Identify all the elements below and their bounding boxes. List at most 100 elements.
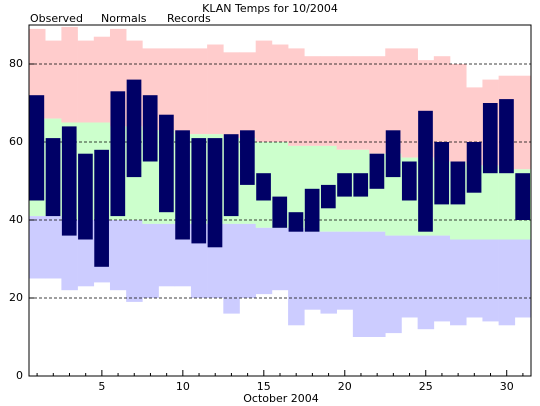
observed-bar — [434, 142, 450, 205]
observed-bar — [45, 138, 61, 217]
observed-bar — [401, 161, 417, 201]
record-low-band — [239, 223, 257, 298]
observed-bar — [175, 130, 190, 240]
x-tick-label: 30 — [500, 380, 514, 393]
record-high-band — [239, 52, 257, 139]
record-high-band — [190, 48, 208, 135]
observed-bar — [61, 126, 77, 236]
record-high-band — [450, 64, 467, 162]
x-tick-label: 25 — [419, 380, 433, 393]
record-low-band — [385, 235, 402, 334]
observed-bar — [499, 99, 514, 174]
record-high-band — [271, 44, 289, 142]
observed-bar — [482, 103, 498, 174]
record-low-band — [514, 239, 532, 318]
record-high-band — [288, 48, 305, 146]
record-low-band — [288, 227, 305, 326]
legend-label: Observed — [30, 12, 83, 25]
normal-band — [288, 145, 305, 228]
observed-bar — [320, 184, 336, 209]
record-low-band — [109, 220, 127, 291]
record-high-band — [207, 44, 224, 135]
record-low-band — [29, 216, 46, 279]
normal-band — [482, 165, 499, 240]
observed-bar — [466, 142, 482, 193]
record-low-band — [336, 231, 354, 310]
y-tick-label: 40 — [9, 213, 23, 226]
record-low-band — [450, 239, 467, 326]
record-high-band — [385, 48, 402, 154]
observed-bar — [223, 134, 239, 217]
legend-label: Normals — [101, 12, 147, 25]
record-high-band — [320, 56, 337, 146]
record-low-band — [61, 220, 78, 291]
observed-bar — [94, 149, 109, 267]
record-low-band — [401, 235, 418, 318]
y-tick-label: 20 — [9, 291, 23, 304]
observed-bar — [515, 173, 530, 220]
observed-bar — [337, 173, 352, 197]
observed-bar — [385, 130, 401, 178]
record-high-band — [174, 48, 192, 135]
x-tick-label: 5 — [98, 380, 105, 393]
observed-bar — [207, 138, 223, 248]
record-low-band — [45, 216, 62, 279]
record-high-band — [45, 40, 62, 119]
observed-bar — [353, 173, 369, 197]
record-low-band — [482, 239, 499, 322]
record-low-band — [466, 239, 483, 318]
legend-label: Records — [167, 12, 211, 25]
observed-bar — [256, 173, 271, 201]
record-high-band — [93, 36, 111, 123]
observed-bar — [29, 95, 45, 201]
record-low-band — [352, 231, 370, 337]
y-tick-label: 0 — [16, 369, 23, 382]
record-high-band — [433, 56, 451, 162]
record-high-band — [304, 56, 321, 146]
observed-bar — [159, 114, 174, 213]
record-high-band — [77, 40, 95, 123]
observed-bar — [304, 188, 320, 232]
record-low-band — [271, 227, 289, 291]
x-tick-label: 10 — [176, 380, 190, 393]
x-tick-label: 15 — [257, 380, 271, 393]
observed-bar — [450, 161, 466, 205]
record-low-band — [126, 220, 143, 302]
record-low-band — [320, 231, 337, 314]
observed-bar — [126, 79, 142, 178]
record-low-band — [223, 223, 240, 314]
chart-title: KLAN Temps for 10/2004 — [202, 2, 338, 15]
plot-frame — [28, 24, 532, 377]
observed-bar — [191, 138, 207, 244]
observed-bar — [110, 91, 126, 217]
observed-bar — [288, 212, 304, 232]
record-high-band — [223, 52, 240, 139]
y-tick-label: 60 — [9, 135, 23, 148]
observed-bar — [240, 130, 255, 185]
record-high-band — [336, 56, 354, 150]
record-low-band — [158, 223, 176, 287]
normal-band — [498, 169, 516, 240]
record-high-band — [61, 26, 78, 123]
record-high-band — [514, 75, 532, 170]
record-high-band — [255, 40, 273, 142]
record-high-band — [401, 48, 418, 158]
record-high-band — [352, 56, 370, 150]
y-tick-label: 80 — [9, 57, 23, 70]
record-high-band — [158, 48, 176, 131]
observed-bar — [418, 110, 433, 232]
record-low-band — [498, 239, 516, 326]
record-low-band — [142, 223, 159, 298]
record-high-band — [369, 56, 386, 154]
observed-bar — [272, 196, 288, 228]
observed-bar — [142, 95, 158, 162]
record-low-band — [304, 231, 321, 310]
observed-bar — [78, 153, 93, 240]
record-low-band — [369, 231, 386, 337]
record-low-band — [417, 235, 435, 330]
observed-bar — [369, 153, 385, 189]
x-axis-label: October 2004 — [243, 392, 319, 405]
record-low-band — [433, 235, 451, 322]
x-tick-label: 20 — [338, 380, 352, 393]
